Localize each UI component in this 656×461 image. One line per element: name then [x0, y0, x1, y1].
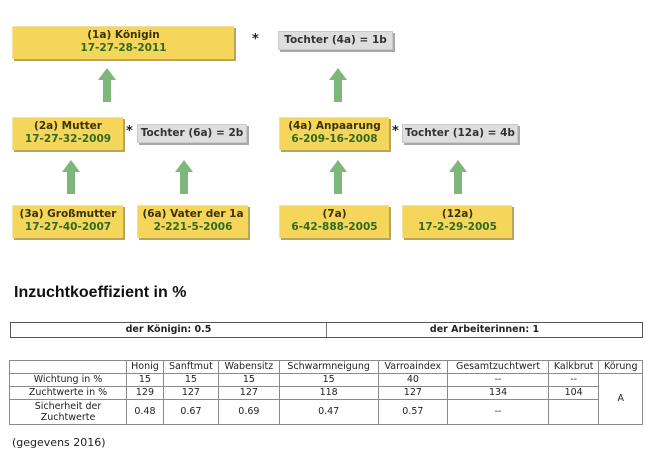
daughter-4a-box: Tochter (4a) = 1b — [278, 31, 393, 50]
box-7a-title: (7a) — [322, 208, 347, 220]
inbreeding-workers: der Arbeiterinnen: 1 — [326, 323, 642, 337]
row-label: Zuchtwerte in % — [9, 386, 127, 400]
father-title: (6a) Vater der 1a — [142, 208, 244, 220]
table-cell: 129 — [126, 386, 164, 400]
table-cell: 118 — [278, 386, 379, 400]
table-header-cell: Sanftmut — [162, 360, 219, 374]
queen-box: (1a) Königin 17-27-28-2011 — [12, 26, 234, 59]
mother-code: 17-27-32-2009 — [24, 133, 112, 145]
koerung-cell: A — [598, 373, 643, 425]
arrow-up-icon — [62, 160, 80, 194]
daughter-12a-box: Tochter (12a) = 4b — [402, 124, 518, 143]
table-cell: 104 — [547, 386, 600, 400]
table-header-cell: Gesamtzuchtwert — [447, 360, 549, 374]
grandmother-box: (3a) Großmutter 17-27-40-2007 — [12, 205, 123, 238]
box-12a-title: (12a) — [441, 208, 474, 220]
queen-title: (1a) Königin — [87, 29, 160, 41]
father-box: (6a) Vater der 1a 2-221-5-2006 — [137, 205, 248, 238]
mating-code: 6-209-16-2008 — [291, 133, 378, 145]
table-cell: 127 — [217, 386, 280, 400]
table-cell: 0.67 — [162, 399, 219, 425]
arrow-up-icon — [329, 160, 347, 194]
queen-code: 17-27-28-2011 — [80, 42, 167, 54]
daughter-6a-box: Tochter (6a) = 2b — [137, 124, 247, 143]
multiply-star: * — [126, 124, 133, 139]
table-row: Zuchtwerte in % 129 127 127 118 127 134 … — [9, 386, 643, 400]
table-row: Wichtung in % 15 15 15 15 40 -- -- A — [9, 373, 643, 425]
inbreeding-row: der Königin: 0.5 der Arbeiterinnen: 1 — [10, 322, 643, 338]
table-header-cell — [9, 360, 127, 374]
box-12a: (12a) 17-2-29-2005 — [402, 205, 512, 238]
table-cell: 0.69 — [217, 399, 280, 425]
mother-title: (2a) Mutter — [34, 120, 102, 132]
table-header-cell: Körung — [598, 360, 643, 374]
grandmother-title: (3a) Großmutter — [19, 208, 117, 220]
table-cell: 15 — [217, 373, 280, 387]
table-header-cell: Kalkbrut — [547, 360, 600, 374]
table-header-cell: Honig — [126, 360, 164, 374]
row-label: Sicherheit der Zuchtwerte — [9, 399, 127, 425]
table-cell: 127 — [162, 386, 219, 400]
father-code: 2-221-5-2006 — [153, 221, 233, 233]
table-cell: -- — [447, 373, 549, 387]
mother-box: (2a) Mutter 17-27-32-2009 — [12, 117, 123, 150]
table-header-cell: Varroaindex — [377, 360, 449, 374]
table-cell: 0.57 — [377, 399, 449, 425]
table-header-cell: Schwarmneigung — [278, 360, 379, 374]
arrow-up-icon — [98, 68, 116, 102]
table-cell: 40 — [377, 373, 449, 387]
mating-box: (4a) Anpaarung 6-209-16-2008 — [279, 117, 389, 150]
inbreeding-queen: der Königin: 0.5 — [125, 324, 212, 335]
table-row: Sicherheit der Zuchtwerte 0.48 0.67 0.69… — [9, 399, 643, 425]
breeding-values-table: Honig Sanftmut Wabensitz Schwarmneigung … — [9, 360, 643, 425]
table-cell: 127 — [377, 386, 449, 400]
table-cell: 15 — [126, 373, 164, 387]
box-7a: (7a) 6-42-888-2005 — [279, 205, 389, 238]
table-cell: 0.47 — [278, 399, 379, 425]
table-cell — [547, 399, 600, 425]
table-cell: -- — [547, 373, 600, 387]
table-header-cell: Wabensitz — [217, 360, 280, 374]
table-header-row: Honig Sanftmut Wabensitz Schwarmneigung … — [9, 360, 643, 374]
arrow-up-icon — [449, 160, 467, 194]
grandmother-code: 17-27-40-2007 — [24, 221, 112, 233]
mating-title: (4a) Anpaarung — [288, 120, 381, 132]
table-cell: 134 — [447, 386, 549, 400]
row-label: Wichtung in % — [9, 373, 127, 387]
table-cell: 15 — [162, 373, 219, 387]
footnote: (gegevens 2016) — [12, 436, 106, 449]
table-cell: 0.48 — [126, 399, 164, 425]
box-12a-code: 17-2-29-2005 — [418, 221, 497, 233]
table-cell: -- — [447, 399, 549, 425]
box-7a-code: 6-42-888-2005 — [291, 221, 378, 233]
multiply-star: * — [392, 124, 399, 139]
section-title: Inzuchtkoeffizient in % — [14, 284, 187, 301]
multiply-star: * — [252, 32, 259, 47]
table-cell: 15 — [278, 373, 379, 387]
arrow-up-icon — [329, 68, 347, 102]
arrow-up-icon — [175, 160, 193, 194]
